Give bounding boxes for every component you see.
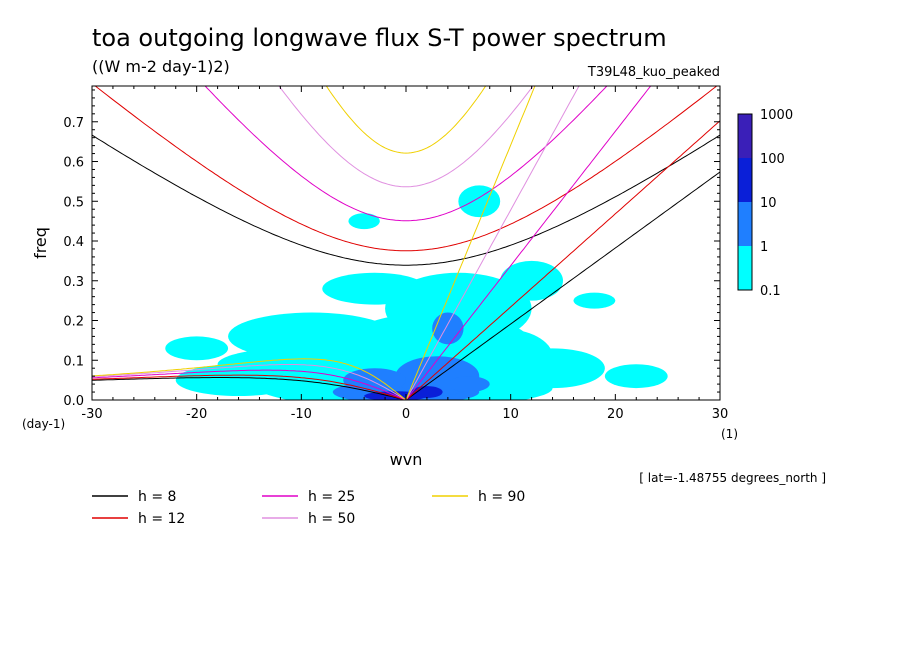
- colorbar-label: 100: [760, 152, 785, 167]
- x-axis-label: wvn: [390, 450, 423, 469]
- kelvin-curve: [405, 120, 720, 400]
- experiment-label: T39L48_kuo_peaked: [587, 65, 720, 80]
- dispersion-curves: [92, 86, 720, 400]
- legend-label: h = 8: [138, 489, 176, 505]
- y-tick-label: 0.6: [63, 156, 84, 171]
- rossby-curve: [92, 358, 407, 400]
- colorbar-label: 0.1: [760, 284, 781, 299]
- colorbar-swatch: [738, 158, 752, 202]
- legend-label: h = 50: [308, 511, 355, 527]
- chart-title: toa outgoing longwave flux S-T power spe…: [92, 24, 667, 52]
- x-tick-label: 0: [402, 407, 410, 422]
- contour-patch: [348, 213, 380, 230]
- contour-patch: [432, 312, 464, 345]
- spectrum-contours: [165, 185, 668, 400]
- plot-area: -30 -20 -10 0 10 20 30 0.00.10.20.30.40.50.60.…: [63, 85, 728, 422]
- y-axis-label: freq: [31, 227, 50, 259]
- colorbar-swatch: [738, 246, 752, 290]
- kelvin-curve: [405, 86, 580, 400]
- legend-label: h = 25: [308, 489, 355, 505]
- kelvin-curve: [405, 171, 720, 400]
- x-tick-label: -30: [81, 407, 102, 422]
- latitude-note: [ lat=-1.48755 degrees_north ]: [639, 471, 826, 485]
- colorbar: 0.1 1 10 100 1000: [737, 108, 793, 299]
- x-units-label: (1): [721, 427, 738, 441]
- legend: h = 8 h = 12 h = 25 h = 50 h = 90: [92, 489, 525, 527]
- contour-patch: [500, 260, 563, 301]
- contour-patch: [175, 364, 302, 397]
- x-tick-label: 30: [712, 407, 729, 422]
- colorbar-swatch: [738, 202, 752, 246]
- y-tick-label: 0.0: [63, 394, 84, 409]
- y-tick-label: 0.2: [63, 315, 84, 330]
- contour-patch: [573, 292, 616, 309]
- y-tick-label: 0.5: [63, 195, 84, 210]
- rossby-curve: [92, 364, 407, 400]
- contour-patch: [458, 185, 501, 218]
- colorbar-label: 1000: [760, 108, 793, 123]
- contour-patch: [343, 368, 406, 393]
- y-tick-label: 0.3: [63, 275, 84, 290]
- x-tick-label: -10: [291, 407, 312, 422]
- colorbar-frame: [737, 113, 753, 291]
- rossby-curve: [92, 369, 407, 400]
- x-axis: -30 -20 -10 0 10 20 30: [81, 86, 728, 422]
- contour-patch: [228, 312, 396, 361]
- inertia-gravity-curve: [92, 134, 720, 266]
- colorbar-label: 10: [760, 196, 777, 211]
- contour-patch: [500, 348, 605, 389]
- contour-patch: [604, 364, 668, 389]
- y-tick-label: 0.7: [63, 116, 84, 131]
- y-units-label: (day-1): [22, 417, 65, 431]
- y-axis: 0.0 0.1 0.2 0.3 0.4 0.5 0.6 0.7: [63, 89, 720, 409]
- y-tick-label: 0.4: [63, 235, 84, 250]
- legend-label: h = 90: [478, 489, 525, 505]
- contour-patch: [447, 376, 490, 393]
- y-tick-label: 0.1: [63, 354, 84, 369]
- chart-subtitle: ((W m-2 day-1)2): [92, 57, 230, 76]
- x-tick-label: 20: [607, 407, 624, 422]
- legend-label: h = 12: [138, 511, 185, 527]
- inertia-gravity-curve: [204, 86, 608, 222]
- inertia-gravity-curve: [94, 86, 718, 252]
- kelvin-curve: [405, 86, 536, 400]
- rossby-curve: [92, 374, 407, 400]
- x-tick-label: -20: [186, 407, 207, 422]
- inertia-gravity-curve: [278, 86, 534, 188]
- contour-patch: [322, 272, 427, 305]
- colorbar-label: 1: [760, 240, 768, 255]
- kelvin-curve: [405, 86, 652, 400]
- colorbar-swatch: [738, 114, 752, 158]
- inertia-gravity-curve: [325, 86, 487, 154]
- rossby-curve: [92, 377, 407, 400]
- x-tick-label: 10: [502, 407, 519, 422]
- contour-patch: [165, 336, 229, 361]
